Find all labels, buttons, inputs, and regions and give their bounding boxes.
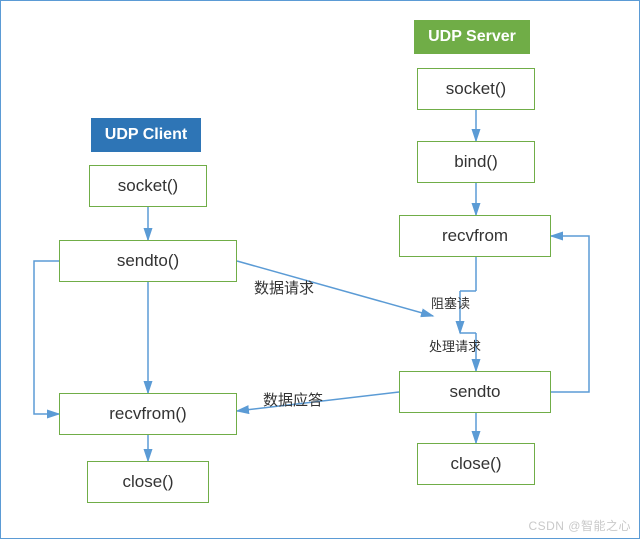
server-recvfrom-node: recvfrom (399, 215, 551, 257)
watermark-text: CSDN @智能之心 (528, 517, 631, 534)
client-socket-node: socket() (89, 165, 207, 207)
client-recvfrom-node: recvfrom() (59, 393, 237, 435)
node-label: sendto (449, 382, 500, 402)
edge-label-response: 数据应答 (263, 389, 323, 410)
client-close-node: close() (87, 461, 209, 503)
node-label: close() (450, 454, 501, 474)
server-close-node: close() (417, 443, 535, 485)
server-bind-node: bind() (417, 141, 535, 183)
node-label: bind() (454, 152, 497, 172)
node-label: socket() (118, 176, 178, 196)
node-label: socket() (446, 79, 506, 99)
server-socket-node: socket() (417, 68, 535, 110)
node-label: recvfrom (442, 226, 508, 246)
client-sendto-node: sendto() (59, 240, 237, 282)
client-title: UDP Client (91, 118, 201, 152)
node-label: close() (122, 472, 173, 492)
edge-label-process-request: 处理请求 (429, 336, 481, 355)
server-title-label: UDP Server (428, 28, 516, 46)
edge-label-blocking-read: 阻塞读 (431, 293, 470, 312)
server-sendto-node: sendto (399, 371, 551, 413)
node-label: sendto() (117, 251, 179, 271)
server-title: UDP Server (414, 20, 530, 54)
client-title-label: UDP Client (105, 126, 187, 144)
node-label: recvfrom() (109, 404, 186, 424)
edge-label-request: 数据请求 (254, 277, 314, 298)
diagram-canvas: UDP Client UDP Server socket() sendto() … (0, 0, 640, 539)
